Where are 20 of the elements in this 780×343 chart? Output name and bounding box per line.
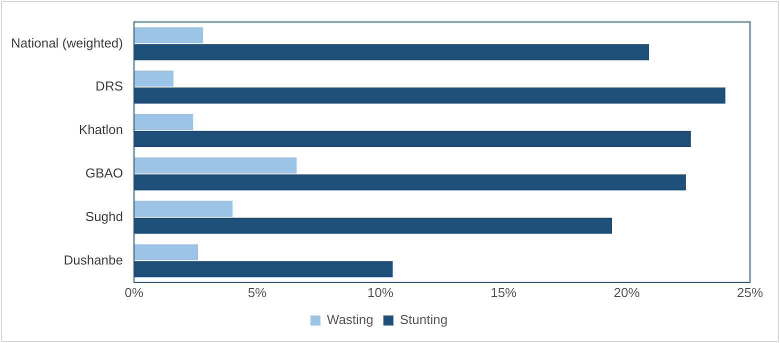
bar: [134, 70, 174, 87]
y-tick-label: DRS: [96, 78, 124, 94]
bar: [134, 157, 297, 174]
y-tick-label: GBAO: [85, 165, 124, 180]
bar: [134, 200, 233, 217]
x-tick-label: 20%: [614, 284, 640, 300]
y-tick-label: Khatlon: [78, 122, 124, 138]
y-tick-label: National (weighted): [10, 35, 124, 50]
x-tick-label: 0%: [124, 284, 144, 300]
x-tick-label: 15%: [490, 284, 518, 300]
legend-label: Stunting: [400, 312, 448, 328]
x-tick-label: 5%: [248, 284, 268, 300]
bar: [134, 27, 203, 44]
legend-label: Wasting: [326, 312, 374, 328]
bar: [134, 244, 198, 260]
y-tick-label: Sughd: [85, 208, 124, 224]
bar: [134, 114, 194, 130]
y-tick-label: Dushanbe: [64, 252, 124, 268]
x-tick-label: 25%: [736, 284, 764, 300]
x-tick-label: 10%: [367, 284, 394, 300]
